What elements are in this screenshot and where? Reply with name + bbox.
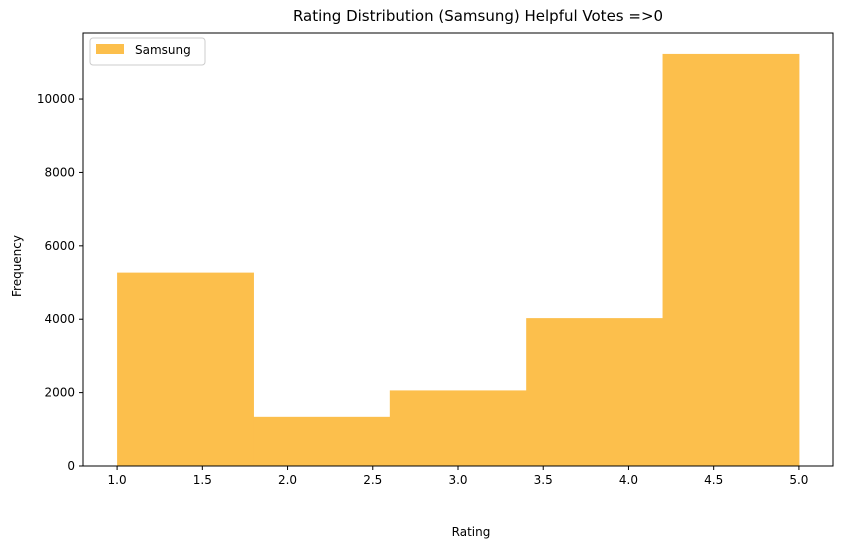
y-tick-label: 10000 [37, 92, 75, 106]
x-tick-label: 2.0 [278, 473, 297, 487]
x-tick-label: 1.5 [193, 473, 212, 487]
histogram-bar-2 [253, 416, 391, 466]
x-tick-label: 4.5 [704, 473, 723, 487]
histogram-bar-1 [117, 272, 254, 466]
legend-label: Samsung [135, 43, 191, 57]
x-tick-label: 2.5 [363, 473, 382, 487]
histogram-bar-5 [662, 53, 800, 466]
y-axis-label: Frequency [10, 235, 24, 297]
legend-swatch [96, 44, 124, 54]
y-tick-label: 0 [67, 459, 75, 473]
y-tick-label: 8000 [44, 165, 75, 179]
y-axis-ticks: 0 2000 4000 6000 8000 10000 [37, 92, 83, 473]
bars-group [117, 53, 800, 466]
x-tick-label: 3.0 [448, 473, 467, 487]
x-tick-label: 5.0 [789, 473, 808, 487]
histogram-bar-3 [389, 390, 527, 466]
x-axis-label: Rating [452, 525, 491, 539]
x-axis-ticks: 1.0 1.5 2.0 2.5 3.0 3.5 4.0 4.5 5.0 [108, 466, 808, 487]
x-tick-label: 4.0 [619, 473, 638, 487]
x-tick-label: 1.0 [108, 473, 127, 487]
chart-title: Rating Distribution (Samsung) Helpful Vo… [293, 7, 663, 25]
y-tick-label: 4000 [44, 312, 75, 326]
legend: Samsung [89, 37, 206, 66]
y-tick-label: 6000 [44, 239, 75, 253]
x-tick-label: 3.5 [534, 473, 553, 487]
histogram-bar-4 [526, 318, 664, 466]
y-tick-label: 2000 [44, 386, 75, 400]
